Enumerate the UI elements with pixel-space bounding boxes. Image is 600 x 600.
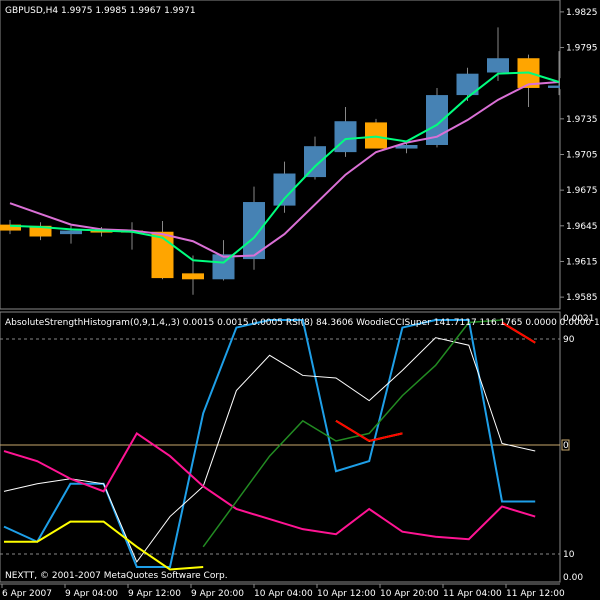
level-label-10: 10 (563, 550, 575, 560)
price-tick-label: 1.9795 (566, 44, 598, 54)
price-tick-label: 1.9675 (566, 186, 598, 196)
price-tick-label: 1.9735 (566, 115, 598, 125)
time-tick-label: 11 Apr 12:00 (506, 589, 565, 599)
indicator-header: AbsoluteStrengthHistogram(0,9,1,4,,3) 0.… (5, 318, 600, 328)
level-label-90: 90 (563, 335, 575, 345)
level-label-bottom: 0.00 (563, 573, 583, 583)
candle-bear (182, 273, 204, 280)
price-tick-label: 1.9585 (566, 293, 598, 303)
main-panel[interactable]: GBPUSD,H4 1.9975 1.9985 1.9967 1.9971 1.… (0, 0, 600, 310)
time-tick-label: 10 Apr 20:00 (380, 589, 439, 599)
candle-bull (426, 95, 448, 145)
candlestick-series (0, 27, 570, 295)
candle-bull (548, 85, 570, 88)
indicator-lines (3, 319, 536, 571)
indicator-panel[interactable]: AbsoluteStrengthHistogram(0,9,1,4,,3) 0.… (0, 311, 600, 583)
candle-bull (212, 254, 235, 280)
cci-blue-line (3, 319, 536, 568)
ma-slow-line (9, 81, 560, 258)
current-price-marker (560, 78, 600, 90)
candle-bull (487, 58, 509, 73)
price-axis: 1.98251.97951.97651.97351.97051.96751.96… (560, 8, 598, 303)
red-line-segment (335, 419, 370, 442)
candle-bull (60, 230, 82, 235)
red-line-segment (501, 321, 536, 344)
candle-bull (334, 121, 357, 153)
copyright-text: NEXTT, © 2001-2007 MetaQuotes Software C… (5, 571, 228, 581)
price-tick-label: 1.9705 (566, 151, 598, 161)
candle-bear (29, 225, 52, 237)
level-label-0: 0 (563, 441, 569, 451)
zero-level-marker (561, 439, 570, 451)
candle-bull (243, 202, 265, 260)
time-tick-label: 10 Apr 12:00 (317, 589, 376, 599)
price-tick-label: 1.9645 (566, 222, 598, 232)
magenta-line (3, 431, 536, 541)
green-line (202, 319, 503, 548)
time-tick-label: 9 Apr 20:00 (191, 589, 244, 599)
time-tick-label: 9 Apr 12:00 (128, 589, 181, 599)
time-tick-label: 10 Apr 04:00 (254, 589, 313, 599)
candle-bull (395, 144, 418, 149)
time-tick-label: 6 Apr 2007 (2, 589, 52, 599)
yellow-red-line (4, 520, 204, 571)
candle-bull (304, 146, 326, 178)
time-tick-label: 9 Apr 04:00 (65, 589, 118, 599)
time-tick-label: 11 Apr 04:00 (443, 589, 502, 599)
price-tick-label: 1.9825 (566, 8, 598, 18)
candle-bull (273, 173, 296, 206)
main-header: GBPUSD,H4 1.9975 1.9985 1.9967 1.9971 (5, 6, 196, 16)
rsi-white-line (3, 337, 536, 563)
red-line-segment (368, 432, 403, 442)
time-axis: 6 Apr 2007 9 Apr 04:00 9 Apr 12:00 9 Apr 20… (0, 583, 565, 599)
ma-fast-line (9, 71, 560, 264)
candle-bear (0, 224, 21, 231)
candle-bull (456, 73, 479, 96)
price-tick-label: 1.9615 (566, 257, 598, 267)
candle-bear (365, 122, 387, 149)
indicator-top-label: 0.0021 (563, 314, 595, 324)
candle-bear (151, 231, 174, 279)
